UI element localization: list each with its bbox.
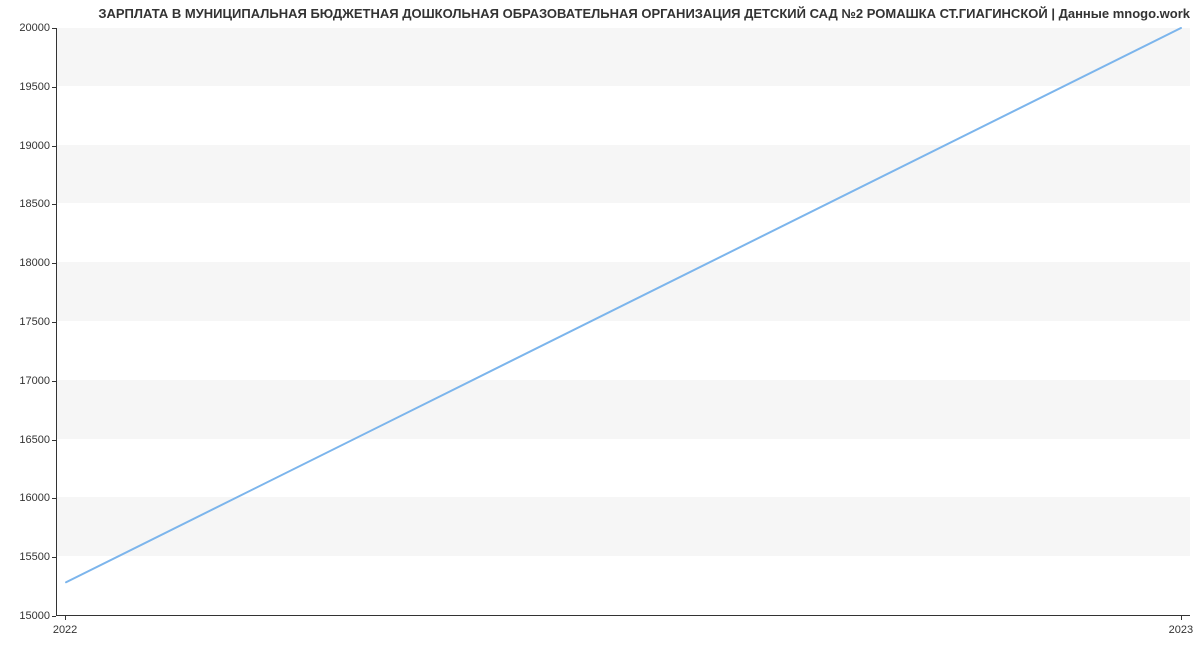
y-axis-tick-label: 18000 (19, 257, 50, 269)
y-axis-tick-mark (52, 440, 56, 441)
y-axis-tick-mark (52, 616, 56, 617)
y-axis-tick-label: 17500 (19, 316, 50, 328)
plot-area (56, 28, 1190, 616)
y-axis-tick-label: 19000 (19, 140, 50, 152)
y-axis-tick-label: 17000 (19, 375, 50, 387)
y-axis-tick-label: 20000 (19, 22, 50, 34)
y-axis-tick-mark (52, 498, 56, 499)
data-line (66, 28, 1181, 582)
y-axis-tick-mark (52, 322, 56, 323)
chart-title: ЗАРПЛАТА В МУНИЦИПАЛЬНАЯ БЮДЖЕТНАЯ ДОШКО… (98, 6, 1190, 21)
y-axis-tick-mark (52, 146, 56, 147)
y-axis-tick-mark (52, 28, 56, 29)
x-axis-tick-label: 2022 (53, 624, 77, 636)
y-axis-tick-label: 16500 (19, 434, 50, 446)
y-axis-tick-mark (52, 204, 56, 205)
y-axis-tick-mark (52, 557, 56, 558)
line-series (57, 28, 1190, 615)
y-axis-tick-label: 15500 (19, 551, 50, 563)
y-axis-tick-label: 15000 (19, 610, 50, 622)
x-axis-tick-label: 2023 (1169, 624, 1193, 636)
x-axis-tick-mark (1181, 616, 1182, 620)
y-axis-tick-mark (52, 87, 56, 88)
y-axis-tick-mark (52, 263, 56, 264)
y-axis-tick-label: 19500 (19, 81, 50, 93)
y-axis-tick-label: 18500 (19, 198, 50, 210)
y-axis-tick-label: 16000 (19, 492, 50, 504)
x-axis-tick-mark (65, 616, 66, 620)
y-axis-tick-mark (52, 381, 56, 382)
chart-container: ЗАРПЛАТА В МУНИЦИПАЛЬНАЯ БЮДЖЕТНАЯ ДОШКО… (0, 0, 1200, 650)
